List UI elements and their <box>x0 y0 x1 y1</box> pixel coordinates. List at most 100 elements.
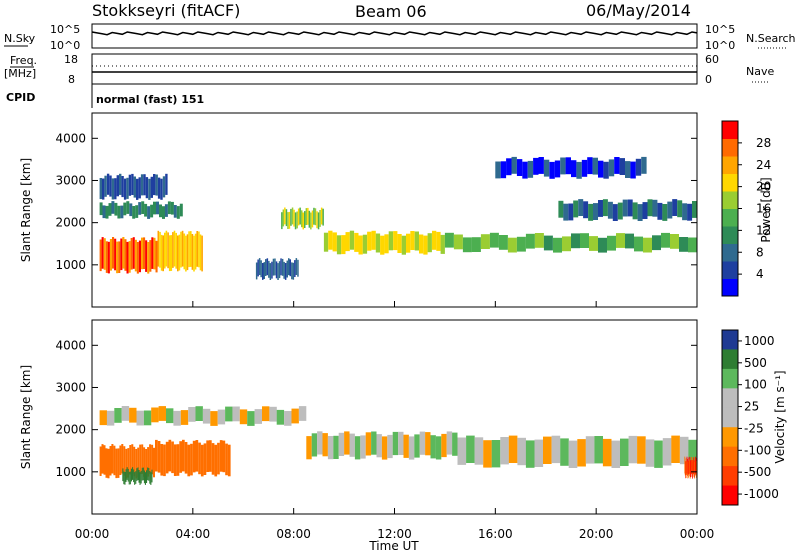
power-cell <box>134 239 137 272</box>
velocity-cell <box>125 469 127 482</box>
velocity-cell <box>206 440 209 472</box>
power-cell <box>393 231 398 251</box>
station-title: Stokkseyri (fitACF) <box>92 1 240 20</box>
velocity-cell <box>645 439 655 467</box>
power-cell <box>612 204 618 221</box>
power-cell <box>384 234 389 254</box>
power-cell <box>149 240 152 272</box>
power-colorbar-tick-label: 12 <box>756 223 771 237</box>
power-cell <box>143 174 146 196</box>
velocity-cell <box>500 437 509 465</box>
velocity-cell <box>446 431 453 455</box>
velocity-cell <box>99 410 107 426</box>
velocity-cell <box>155 439 158 472</box>
velocity-cell <box>620 438 629 466</box>
power-cell <box>336 235 342 255</box>
velocity-cell <box>568 440 578 468</box>
power-cell <box>114 202 118 216</box>
velocity-cell <box>101 444 104 474</box>
power-colorbar-swatch <box>722 156 738 174</box>
power-cell <box>291 207 294 225</box>
velocity-cell <box>138 470 140 483</box>
velocity-cell <box>551 435 561 464</box>
power-cell <box>178 234 181 271</box>
power-cell <box>314 208 317 226</box>
power-cell <box>625 233 634 249</box>
y-tick-label: 4000 <box>55 131 86 145</box>
velocity-y-ticks: 1000 2000 3000 4000 <box>55 338 697 479</box>
power-cell <box>162 176 166 198</box>
power-cell <box>114 178 117 200</box>
power-cell <box>543 235 553 251</box>
freq-tick-bottom: 8 <box>68 73 75 86</box>
velocity-cell <box>365 432 372 456</box>
velocity-colorbar-swatch <box>722 446 738 467</box>
velocity-cell <box>107 448 110 479</box>
power-cell <box>292 262 295 280</box>
velocity-cell <box>628 435 638 464</box>
power-cell <box>132 206 136 219</box>
power-cell <box>172 232 174 268</box>
power-cell <box>578 199 584 216</box>
velocity-cell <box>232 406 240 422</box>
velocity-cell <box>690 460 691 478</box>
power-cell <box>196 231 198 267</box>
power-cell <box>194 233 197 270</box>
velocity-cell <box>689 461 691 479</box>
power-cell <box>614 157 620 174</box>
velocity-cell <box>190 443 193 476</box>
velocity-colorbar-swatch <box>722 368 738 389</box>
velocity-cell <box>425 432 431 456</box>
power-cell <box>138 240 141 273</box>
beam-label: Beam 06 <box>355 2 427 21</box>
velocity-cell <box>151 407 159 423</box>
velocity-cell <box>117 448 120 478</box>
velocity-cell <box>133 446 136 477</box>
power-cell <box>625 161 631 178</box>
velocity-cell <box>139 444 142 475</box>
power-cell <box>290 208 292 226</box>
velocity-cell <box>124 472 126 485</box>
power-cell <box>427 233 432 253</box>
velocity-cell <box>688 457 690 475</box>
velocity-cell <box>387 434 393 459</box>
power-cell <box>99 239 102 272</box>
power-colorbar-ticks: 4 8 12 16 20 24 28 <box>738 136 771 281</box>
power-colorbar-swatch <box>722 226 738 244</box>
power-cell <box>157 177 161 199</box>
power-cell <box>341 235 346 255</box>
x-tick-label: 16:00 <box>478 527 513 541</box>
power-cell <box>297 259 299 277</box>
power-cell <box>280 258 282 276</box>
power-cell <box>103 238 106 270</box>
velocity-cell <box>239 409 248 425</box>
velocity-cell <box>202 408 211 424</box>
power-cell <box>165 173 168 195</box>
velocity-cell <box>671 435 680 463</box>
power-cell <box>201 235 203 272</box>
power-cell <box>157 230 160 267</box>
power-cell <box>153 237 156 270</box>
power-cell <box>672 199 678 216</box>
velocity-cell <box>144 472 146 485</box>
y-tick-label: 2000 <box>55 423 86 437</box>
power-cell <box>317 212 320 230</box>
power-cell <box>688 237 697 253</box>
velocity-cell <box>408 436 415 460</box>
power-cell <box>543 159 550 177</box>
power-colorbar-swatch <box>722 191 738 209</box>
velocity-cell <box>135 471 137 484</box>
velocity-cell <box>602 438 612 467</box>
velocity-cell <box>349 433 355 457</box>
power-cell <box>131 173 134 195</box>
velocity-cell <box>254 409 262 424</box>
power-cell <box>440 234 445 254</box>
power-cell <box>525 233 535 249</box>
power-cell <box>294 260 296 277</box>
velocity-cell <box>217 409 226 425</box>
velocity-cell <box>200 444 204 477</box>
power-colorbar-swatch <box>722 121 738 139</box>
velocity-colorbar-tick-label: 25 <box>744 400 759 414</box>
power-cell <box>592 157 598 175</box>
